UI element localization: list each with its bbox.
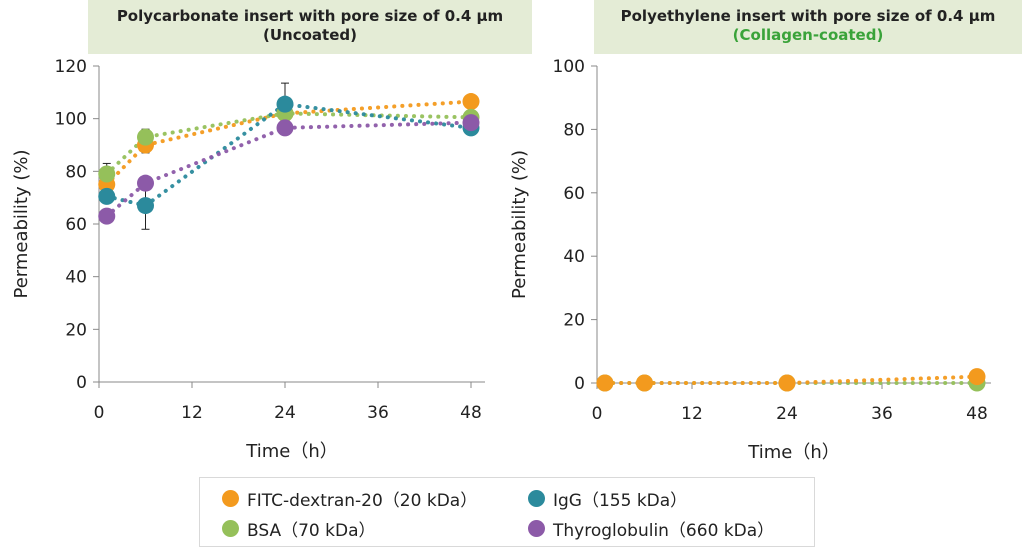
legend-label-thyroglobulin: Thyroglobulin（660 kDa） <box>553 521 775 541</box>
right-x-axis-label: Time（h） <box>747 442 839 463</box>
left-y-tick-label: 40 <box>65 268 87 288</box>
legend-label-igg: IgG（155 kDa） <box>553 491 688 511</box>
right-y-axis-label: Permeability (%) <box>509 150 530 299</box>
legend-label-bsa: BSA（70 kDa） <box>247 521 376 541</box>
left-data-point <box>98 165 116 183</box>
left-data-point <box>276 119 294 137</box>
legend-marker-fitc <box>222 490 239 507</box>
legend-item-fitc: FITC-dextran-20（20 kDa） <box>222 486 477 511</box>
left-chart-title: Polycarbonate insert with pore size of 0… <box>116 7 504 25</box>
right-x-tick-label: 0 <box>592 404 603 424</box>
legend-label-fitc: FITC-dextran-20（20 kDa） <box>247 491 478 511</box>
right-data-point <box>968 368 986 386</box>
right-x-tick-label: 24 <box>776 404 798 424</box>
left-x-tick-label: 24 <box>274 403 296 423</box>
left-trendline <box>104 99 473 187</box>
left-y-tick-label: 20 <box>65 320 87 340</box>
left-data-point <box>98 187 116 205</box>
left-data-point <box>462 114 480 132</box>
left-y-tick-label: 0 <box>76 373 87 393</box>
left-data-point <box>137 174 154 192</box>
right-y-tick-label: 40 <box>563 247 585 267</box>
left-y-tick-label: 100 <box>55 110 87 130</box>
left-x-axis-label: Time（h） <box>245 441 337 462</box>
left-y-tick-label: 120 <box>55 57 87 77</box>
left-chart-title-box: Polycarbonate insert with pore size of 0… <box>88 0 532 54</box>
right-y-tick-label: 60 <box>563 184 585 204</box>
right-y-tick-label: 0 <box>574 374 585 394</box>
left-data-point <box>98 207 116 225</box>
left-x-tick-label: 12 <box>181 403 203 423</box>
left-trendline <box>104 102 473 208</box>
left-chart-subtitle: (Uncoated) <box>263 26 357 44</box>
left-x-tick-label: 0 <box>94 403 105 423</box>
legend-marker-igg <box>528 490 545 507</box>
left-x-tick-label: 48 <box>460 403 482 423</box>
legend-item-bsa: BSA（70 kDa） <box>222 516 376 541</box>
right-x-tick-label: 36 <box>871 404 893 424</box>
left-data-point <box>276 95 294 113</box>
left-y-tick-label: 80 <box>65 162 87 182</box>
right-data-point <box>596 374 614 392</box>
right-y-tick-label: 20 <box>563 311 585 331</box>
left-data-point <box>462 93 480 111</box>
left-trendline <box>104 120 473 219</box>
legend-marker-thyroglobulin <box>528 520 545 537</box>
right-data-point <box>778 374 796 392</box>
right-trendline <box>602 374 979 385</box>
legend-item-thyroglobulin: Thyroglobulin（660 kDa） <box>528 516 774 541</box>
legend: FITC-dextran-20（20 kDa） IgG（155 kDa） BSA… <box>199 477 815 547</box>
right-data-point <box>636 374 653 392</box>
right-chart-title: Polyethylene insert with pore size of 0.… <box>620 7 996 25</box>
right-y-tick-label: 100 <box>553 57 585 77</box>
right-chart-subtitle: (Collagen-coated) <box>732 26 884 44</box>
right-y-tick-label: 80 <box>563 120 585 140</box>
left-y-axis-label: Permeability (%) <box>11 149 32 298</box>
right-x-tick-label: 12 <box>681 404 703 424</box>
right-x-tick-label: 48 <box>966 404 988 424</box>
left-y-tick-label: 60 <box>65 215 87 235</box>
legend-marker-bsa <box>222 520 239 537</box>
left-x-tick-label: 36 <box>367 403 389 423</box>
right-chart-title-box: Polyethylene insert with pore size of 0.… <box>594 0 1022 54</box>
left-data-point <box>137 128 154 146</box>
left-data-point <box>137 197 154 215</box>
legend-item-igg: IgG（155 kDa） <box>528 486 687 511</box>
